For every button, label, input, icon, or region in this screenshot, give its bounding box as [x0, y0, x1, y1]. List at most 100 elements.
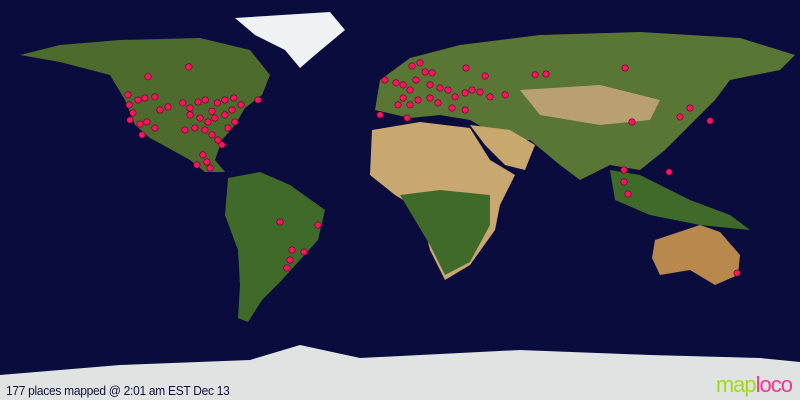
place-marker	[179, 99, 187, 107]
place-marker	[276, 218, 284, 226]
place-marker	[462, 64, 470, 72]
place-marker	[151, 93, 159, 101]
place-marker	[228, 106, 236, 114]
place-marker	[186, 104, 194, 112]
place-marker	[286, 256, 294, 264]
antarctica	[0, 345, 800, 400]
place-marker	[406, 86, 414, 94]
place-marker	[300, 248, 308, 256]
place-marker	[531, 71, 539, 79]
place-marker	[428, 69, 436, 77]
place-marker	[733, 269, 741, 277]
place-marker	[461, 106, 469, 114]
middle-east-desert	[470, 125, 535, 170]
central-asia-desert	[520, 85, 660, 125]
place-marker	[408, 62, 416, 70]
place-marker	[124, 91, 132, 99]
place-marker	[381, 76, 389, 84]
logo-part-loco: loco	[755, 372, 793, 397]
continents	[0, 12, 800, 400]
place-marker	[254, 96, 262, 104]
place-marker	[138, 131, 146, 139]
places-mapped-caption: 177 places mapped @ 2:01 am EST Dec 13	[6, 383, 230, 398]
place-marker	[125, 101, 133, 109]
place-marker	[376, 111, 384, 119]
southeast-asia	[610, 170, 750, 230]
place-marker	[451, 93, 459, 101]
place-marker	[214, 136, 222, 144]
place-marker	[237, 101, 245, 109]
place-marker	[444, 86, 452, 94]
place-marker	[403, 114, 411, 122]
place-marker	[676, 113, 684, 121]
place-marker	[620, 178, 628, 186]
place-marker	[129, 109, 137, 117]
place-marker	[416, 59, 424, 67]
place-marker	[628, 118, 636, 126]
place-marker	[288, 246, 296, 254]
place-marker	[542, 70, 550, 78]
place-marker	[624, 190, 632, 198]
place-marker	[203, 158, 211, 166]
place-marker	[141, 94, 149, 102]
place-marker	[156, 106, 164, 114]
place-marker	[426, 81, 434, 89]
place-marker	[421, 68, 429, 76]
place-marker	[621, 64, 629, 72]
place-marker	[448, 104, 456, 112]
place-marker	[134, 96, 142, 104]
place-marker	[199, 151, 207, 159]
place-marker	[218, 141, 226, 149]
place-marker	[194, 98, 202, 106]
place-marker	[186, 111, 194, 119]
place-marker	[412, 76, 420, 84]
place-marker	[213, 99, 221, 107]
south-america	[225, 172, 325, 322]
place-marker	[230, 94, 238, 102]
place-marker	[208, 107, 216, 115]
place-marker	[221, 111, 229, 119]
place-marker	[193, 161, 201, 169]
place-marker	[392, 79, 400, 87]
place-marker	[196, 114, 204, 122]
place-marker	[426, 94, 434, 102]
place-marker	[221, 96, 229, 104]
place-marker	[399, 94, 407, 102]
place-marker	[665, 168, 673, 176]
place-marker	[476, 88, 484, 96]
place-marker	[620, 166, 628, 174]
place-marker	[231, 118, 239, 126]
place-marker	[144, 73, 152, 81]
place-marker	[208, 131, 216, 139]
place-marker	[201, 126, 209, 134]
place-marker	[706, 117, 714, 125]
australia	[652, 225, 740, 285]
place-marker	[191, 124, 199, 132]
place-marker	[406, 101, 414, 109]
place-marker	[143, 118, 151, 126]
maploco-logo[interactable]: maploco	[715, 372, 793, 398]
central-africa	[400, 190, 490, 275]
place-marker	[686, 104, 694, 112]
markers	[124, 59, 741, 277]
place-marker	[486, 93, 494, 101]
place-marker	[151, 124, 159, 132]
place-marker	[283, 264, 291, 272]
place-marker	[481, 72, 489, 80]
place-marker	[414, 96, 422, 104]
place-marker	[185, 63, 193, 71]
place-marker	[501, 91, 509, 99]
place-marker	[224, 124, 232, 132]
place-marker	[164, 103, 172, 111]
place-marker	[201, 96, 209, 104]
place-marker	[436, 84, 444, 92]
north-america	[20, 38, 270, 172]
place-marker	[181, 126, 189, 134]
place-marker	[399, 81, 407, 89]
place-marker	[204, 118, 212, 126]
place-marker	[314, 221, 322, 229]
place-marker	[206, 164, 214, 172]
logo-part-map: map	[715, 372, 757, 397]
place-marker	[468, 86, 476, 94]
